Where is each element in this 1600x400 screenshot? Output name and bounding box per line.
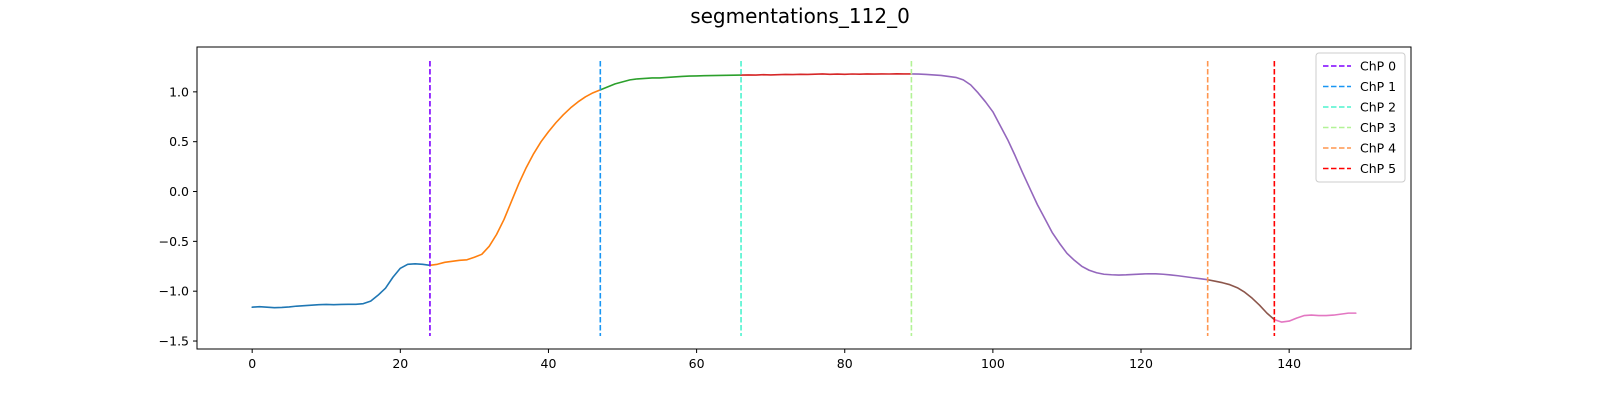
legend-label-5: ChP 5: [1360, 161, 1396, 176]
y-tick-label-2: −0.5: [159, 234, 189, 249]
x-tick-label-5: 100: [981, 356, 1005, 371]
legend: ChP 0 ChP 1 ChP 2 ChP 3 ChP 4 ChP 5: [1315, 52, 1406, 183]
x-tick-label-4: 80: [837, 356, 853, 371]
series-line-4: [910, 73, 1209, 281]
x-tick-label-0: 0: [248, 356, 256, 371]
y-tick-label-5: 1.0: [169, 84, 189, 99]
y-axis: −1.5 −1.0 −0.5 0.0 0.5 1.0: [159, 84, 197, 349]
x-tick-label-7: 140: [1277, 356, 1301, 371]
plot-area: [251, 60, 1357, 337]
chart-title: segmentations_112_0: [690, 4, 910, 28]
series-line-2: [599, 74, 742, 91]
x-tick-label-3: 60: [689, 356, 705, 371]
series-line-5: [1206, 278, 1276, 321]
series-line-6: [1273, 312, 1357, 323]
y-tick-label-3: 0.0: [169, 184, 189, 199]
axes-frame: [196, 46, 1412, 350]
legend-box: [1315, 52, 1406, 183]
x-tick-label-1: 20: [392, 356, 408, 371]
x-tick-label-2: 40: [541, 356, 557, 371]
y-tick-label-0: −1.5: [159, 334, 189, 349]
y-tick-label-4: 0.5: [169, 134, 189, 149]
legend-label-2: ChP 2: [1360, 100, 1396, 115]
x-axis: 0 20 40 60 80 100 120 140: [248, 349, 1301, 371]
y-tick-label-1: −1.0: [159, 284, 189, 299]
legend-label-3: ChP 3: [1360, 120, 1396, 135]
series-line-0: [251, 262, 431, 309]
x-tick-label-6: 120: [1129, 356, 1153, 371]
series-line-3: [740, 73, 913, 76]
legend-label-1: ChP 1: [1360, 79, 1396, 94]
legend-label-0: ChP 0: [1360, 59, 1396, 74]
series-line-1: [429, 89, 602, 267]
legend-label-4: ChP 4: [1360, 141, 1396, 156]
